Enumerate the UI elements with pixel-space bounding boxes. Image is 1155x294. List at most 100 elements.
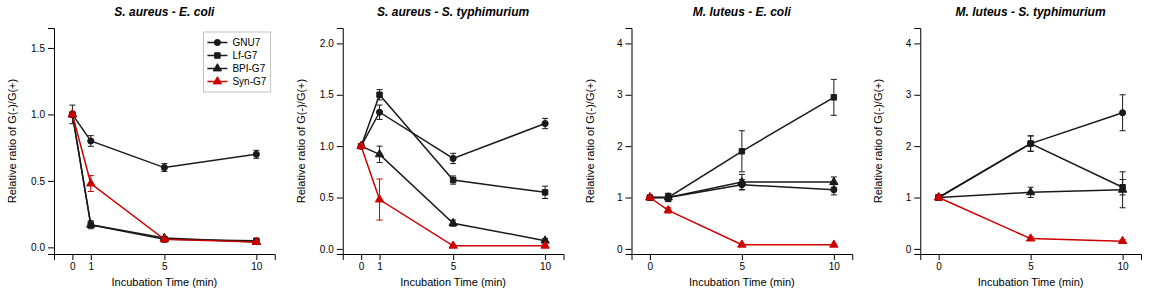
series bbox=[358, 105, 548, 164]
series-line bbox=[650, 97, 834, 197]
x-axis-line bbox=[632, 255, 853, 261]
point bbox=[830, 240, 838, 247]
series bbox=[647, 79, 837, 201]
x-tick-label: 0 bbox=[936, 261, 942, 272]
y-tick-mark bbox=[48, 181, 54, 182]
y-axis: 0.00.51.01.52.0 bbox=[320, 29, 343, 255]
point bbox=[376, 109, 382, 115]
x-tick: 1 bbox=[89, 254, 95, 272]
point bbox=[68, 110, 76, 117]
error-bar-cap bbox=[739, 189, 745, 190]
error-bar-cap bbox=[831, 194, 837, 195]
x-tick: 0 bbox=[359, 254, 365, 272]
point bbox=[1118, 185, 1126, 192]
point bbox=[377, 92, 382, 97]
x-tick: 10 bbox=[1118, 254, 1130, 272]
y-tick-mark bbox=[914, 95, 920, 96]
y-tick-label: 2.0 bbox=[320, 38, 334, 49]
legend-frame bbox=[203, 32, 270, 92]
y-axis-line bbox=[337, 29, 344, 255]
y-tick-label: 3 bbox=[617, 89, 623, 100]
error-bar-cap bbox=[542, 118, 548, 119]
y-tick-mark bbox=[626, 43, 632, 44]
y-tick-label: 2 bbox=[617, 141, 623, 152]
y-tick-label: 0 bbox=[617, 244, 623, 255]
legend: GNU7Lf-G7BPI-G7Syn-G7 bbox=[203, 32, 270, 92]
x-tick-mark bbox=[545, 254, 546, 260]
error-bar-cap bbox=[377, 119, 383, 120]
error-bar bbox=[831, 79, 837, 115]
series bbox=[358, 90, 548, 199]
legend-label: BPI-G7 bbox=[232, 63, 265, 74]
error-bar-cap bbox=[161, 163, 167, 164]
point bbox=[934, 193, 942, 200]
series bbox=[69, 112, 259, 244]
series bbox=[934, 193, 1126, 244]
y-tick-label: 1.5 bbox=[31, 43, 45, 54]
x-tick-mark bbox=[650, 254, 651, 260]
point bbox=[357, 141, 365, 148]
y-tick-mark bbox=[914, 198, 920, 199]
error-bar-cap bbox=[831, 115, 837, 116]
point bbox=[1026, 188, 1034, 195]
point bbox=[1026, 234, 1034, 241]
x-tick: 10 bbox=[251, 254, 263, 272]
error-bar bbox=[1120, 95, 1126, 131]
x-tick-mark bbox=[1123, 254, 1124, 260]
x-axis-line bbox=[921, 255, 1142, 261]
y-tick-mark bbox=[337, 43, 343, 44]
error-bar-cap bbox=[450, 184, 456, 185]
y-tick: 0.0 bbox=[31, 242, 54, 253]
y-axis-title: Relative ratio of G(-)/G(+) bbox=[584, 79, 596, 203]
y-axis: 0.00.51.01.5 bbox=[31, 29, 54, 255]
series-line bbox=[72, 114, 256, 242]
error-bar-cap bbox=[377, 220, 383, 221]
x-axis-title: Incubation Time (min) bbox=[978, 276, 1084, 288]
y-tick: 3 bbox=[906, 89, 921, 100]
point bbox=[253, 151, 259, 157]
series-line bbox=[361, 112, 545, 158]
error-bar bbox=[88, 136, 94, 147]
point bbox=[542, 190, 547, 195]
y-tick-mark bbox=[48, 114, 54, 115]
error-bar-cap bbox=[88, 228, 94, 229]
point bbox=[375, 150, 383, 157]
point bbox=[830, 177, 838, 184]
error-bar-cap bbox=[542, 198, 548, 199]
x-tick-label: 5 bbox=[1028, 261, 1034, 272]
x-tick: 0 bbox=[648, 254, 654, 272]
error-bar-cap bbox=[377, 105, 383, 106]
series-line bbox=[939, 198, 1123, 242]
x-tick-label: 1 bbox=[89, 261, 95, 272]
point bbox=[88, 138, 94, 144]
y-tick-mark bbox=[48, 247, 54, 248]
point bbox=[738, 240, 746, 247]
x-tick-label: 10 bbox=[540, 261, 552, 272]
error-bar-cap bbox=[831, 187, 837, 188]
error-bar-cap bbox=[377, 146, 383, 147]
y-axis-line bbox=[626, 29, 633, 255]
series-line bbox=[72, 114, 256, 240]
x-tick-label: 10 bbox=[1118, 261, 1130, 272]
panel: 051001234M. luteus - E. coliIncubation T… bbox=[584, 5, 853, 288]
y-tick: 0 bbox=[617, 244, 632, 255]
point bbox=[831, 95, 836, 100]
error-bar bbox=[450, 176, 456, 184]
error-bar-cap bbox=[450, 163, 456, 164]
point bbox=[542, 120, 548, 126]
plot-area bbox=[68, 105, 260, 244]
x-tick-mark bbox=[72, 254, 73, 260]
error-bar-cap bbox=[542, 186, 548, 187]
point bbox=[252, 237, 260, 244]
y-tick: 1 bbox=[617, 192, 632, 203]
y-tick-label: 1 bbox=[906, 192, 912, 203]
y-tick-label: 1 bbox=[617, 192, 623, 203]
error-bar-cap bbox=[88, 135, 94, 136]
x-tick-mark bbox=[834, 254, 835, 260]
legend-item: BPI-G7 bbox=[207, 63, 265, 74]
x-tick-mark bbox=[939, 254, 940, 260]
x-tick-label: 0 bbox=[70, 261, 76, 272]
series bbox=[68, 110, 260, 245]
x-axis-title: Incubation Time (min) bbox=[111, 276, 217, 288]
y-tick-label: 0.5 bbox=[31, 176, 45, 187]
